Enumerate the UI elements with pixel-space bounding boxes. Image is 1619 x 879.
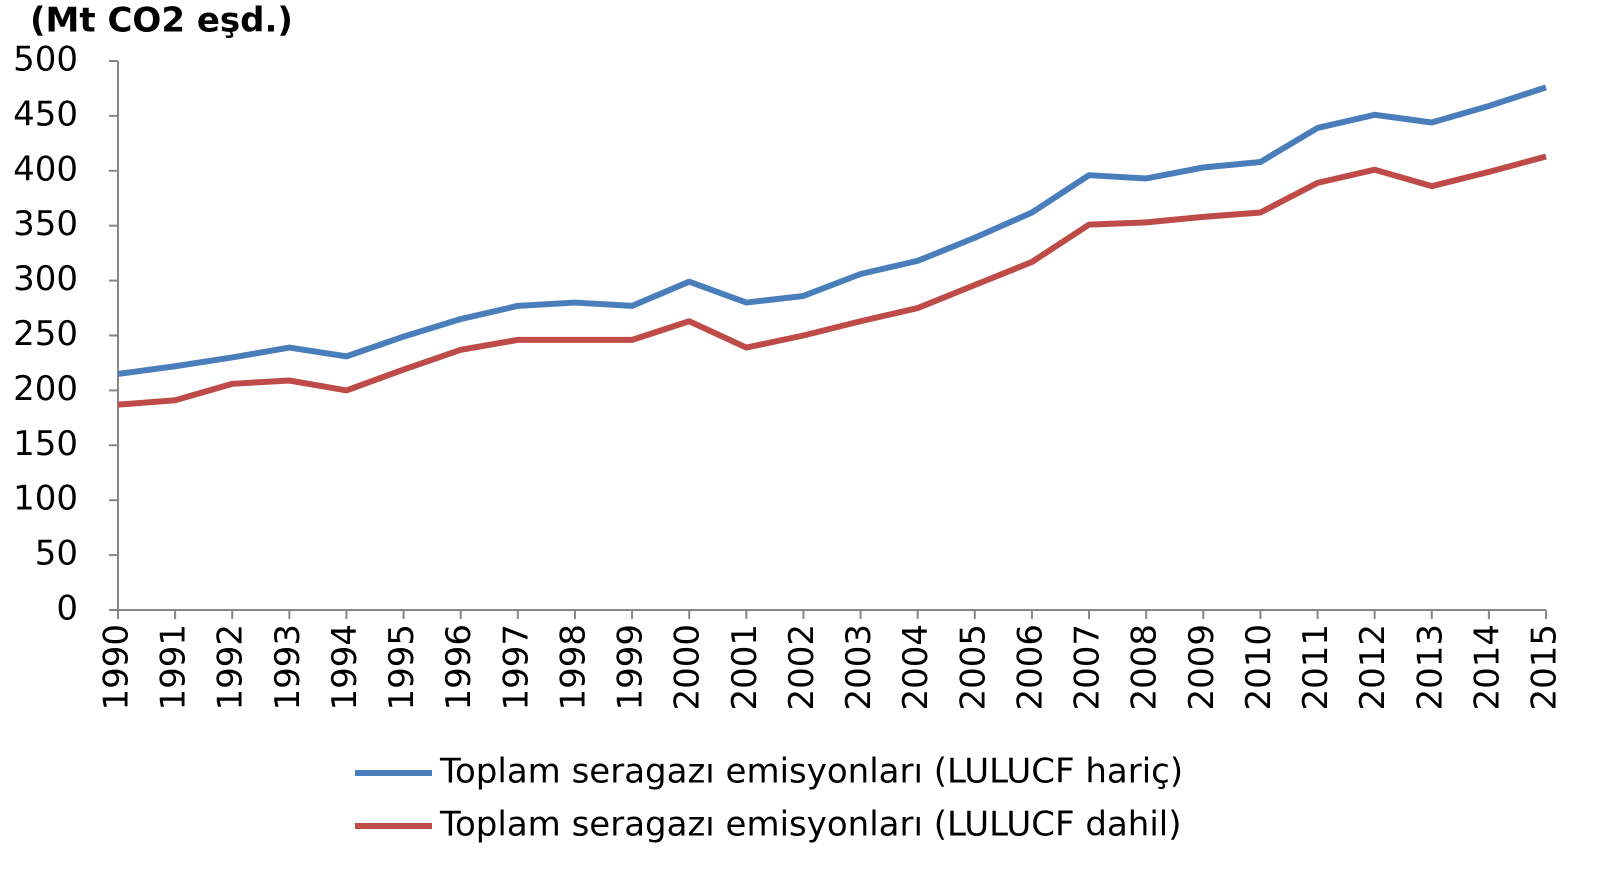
x-tick-label: 2007 [1068, 624, 1108, 711]
x-tick-label: 2001 [725, 624, 765, 711]
x-tick-label: 2004 [896, 624, 936, 711]
x-tick-label: 2012 [1353, 624, 1393, 711]
x-tick-label: 2002 [782, 624, 822, 711]
legend-label: Toplam seragazı emisyonları (LULUCF hari… [439, 752, 1183, 792]
x-tick-label: 1994 [325, 624, 365, 711]
x-tick-label: 2011 [1296, 624, 1336, 711]
y-tick-label: 50 [35, 534, 78, 574]
y-tick-label: 250 [13, 314, 78, 354]
x-tick-label: 2013 [1410, 624, 1450, 711]
x-tick-label: 2014 [1467, 624, 1507, 711]
legend-label: Toplam seragazı emisyonları (LULUCF dahi… [439, 805, 1182, 845]
x-tick-label: 1996 [439, 624, 479, 711]
x-tick-label: 2009 [1182, 624, 1222, 711]
y-axis-label: (Mt CO2 eşd.) [30, 1, 293, 41]
y-tick-label: 100 [13, 479, 78, 519]
x-tick-label: 1997 [496, 624, 536, 711]
x-tick-label: 1992 [211, 624, 251, 711]
x-tick-label: 2015 [1525, 624, 1565, 711]
y-tick-label: 300 [13, 259, 78, 299]
x-tick-label: 2010 [1239, 624, 1279, 711]
x-tick-label: 1995 [382, 624, 422, 711]
x-tick-label: 1998 [553, 624, 593, 711]
x-tick-label: 2006 [1010, 624, 1050, 711]
x-tick-label: 2008 [1125, 624, 1165, 711]
x-tick-label: 1999 [611, 624, 651, 711]
y-tick-label: 500 [13, 40, 78, 80]
y-tick-label: 200 [13, 369, 78, 409]
x-tick-label: 2000 [668, 624, 708, 711]
y-tick-label: 350 [13, 204, 78, 244]
y-tick-label: 0 [56, 589, 78, 629]
data-line [117, 153, 1547, 408]
x-tick-label: 1991 [154, 624, 194, 711]
x-tick-label: 1993 [268, 624, 308, 711]
data-line [117, 84, 1547, 377]
x-tick-label: 1990 [97, 624, 137, 711]
y-tick-label: 450 [13, 94, 78, 134]
x-tick-label: 2003 [839, 624, 879, 711]
y-tick-label: 400 [13, 149, 78, 189]
x-tick-label: 2005 [953, 624, 993, 711]
y-tick-label: 150 [13, 424, 78, 464]
